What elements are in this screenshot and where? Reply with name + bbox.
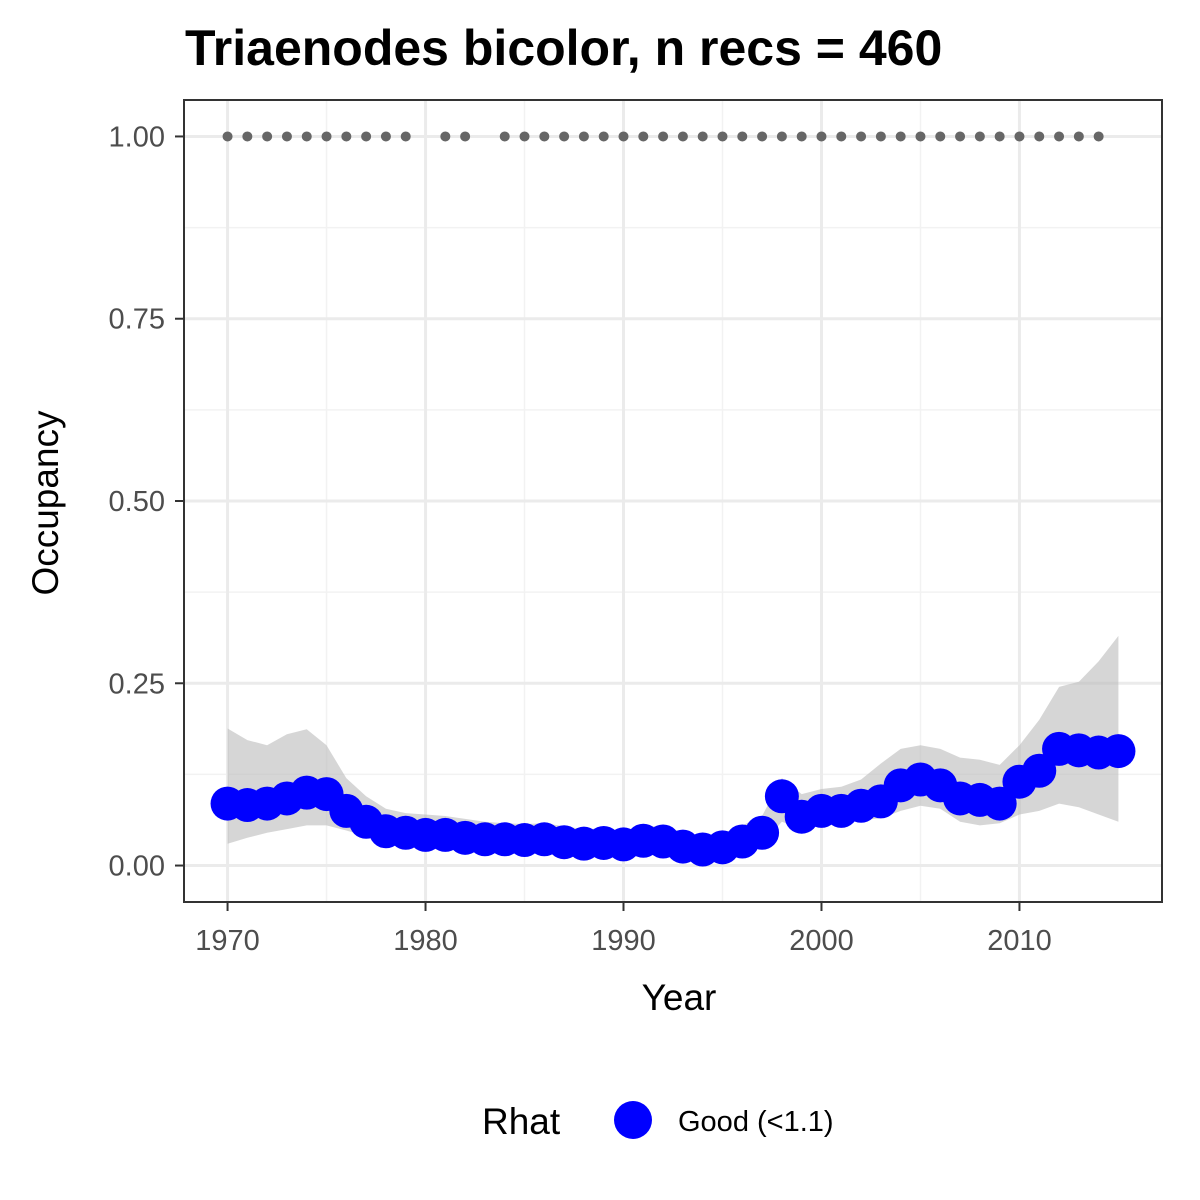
record-dot [776,131,787,142]
record-dot [321,131,332,142]
occupancy-point [1101,734,1136,769]
occupancy-point [745,815,780,850]
record-dot [915,131,926,142]
chart-title: Triaenodes bicolor, n recs = 460 [185,20,942,76]
record-dot [717,131,728,142]
record-dot [559,131,570,142]
x-axis-title: Year [642,977,717,1018]
records-layer [222,131,1104,142]
record-dot [361,131,372,142]
record-dot [1054,131,1065,142]
record-dot [380,131,391,142]
record-dot [341,131,352,142]
record-dot [1073,131,1084,142]
x-axis: 1970 1980 1990 2000 2010 [195,902,1052,957]
record-dot [1034,131,1045,142]
record-dot [856,131,867,142]
y-axis-title: Occupancy [25,410,66,596]
record-dot [658,131,669,142]
record-dot [539,131,550,142]
x-tick-label: 2010 [987,925,1052,957]
record-dot [222,131,233,142]
record-dot [578,131,589,142]
legend: Rhat Good (<1.1) [482,1101,834,1142]
legend-key-good [614,1101,652,1139]
record-dot [1014,131,1025,142]
record-dot [460,131,471,142]
record-dot [499,131,510,142]
record-dot [618,131,629,142]
occupancy-points-layer [210,731,1136,867]
record-dot [301,131,312,142]
record-dot [598,131,609,142]
record-dot [677,131,688,142]
record-dot [796,131,807,142]
record-dot [875,131,886,142]
x-tick-label: 2000 [789,925,854,957]
record-dot [1093,131,1104,142]
record-dot [757,131,768,142]
y-tick-label: 0.50 [109,486,165,518]
y-tick-label: 0.25 [109,668,165,700]
legend-label-good: Good (<1.1) [678,1106,834,1138]
record-dot [935,131,946,142]
record-dot [400,131,411,142]
y-tick-label: 0.00 [109,851,165,883]
record-dot [281,131,292,142]
record-dot [974,131,985,142]
record-dot [836,131,847,142]
record-dot [262,131,273,142]
record-dot [816,131,827,142]
x-tick-label: 1980 [393,925,458,957]
y-tick-label: 1.00 [109,121,165,153]
record-dot [242,131,253,142]
x-tick-label: 1970 [195,925,260,957]
y-tick-label: 0.75 [109,304,165,336]
legend-title: Rhat [482,1101,561,1142]
record-dot [440,131,451,142]
record-dot [955,131,966,142]
x-tick-label: 1990 [591,925,656,957]
record-dot [895,131,906,142]
occupancy-point [1022,753,1057,788]
record-dot [519,131,530,142]
occupancy-point [982,786,1017,821]
record-dot [994,131,1005,142]
record-dot [697,131,708,142]
y-axis: 0.00 0.25 0.50 0.75 1.00 [109,121,184,883]
record-dot [638,131,649,142]
record-dot [737,131,748,142]
